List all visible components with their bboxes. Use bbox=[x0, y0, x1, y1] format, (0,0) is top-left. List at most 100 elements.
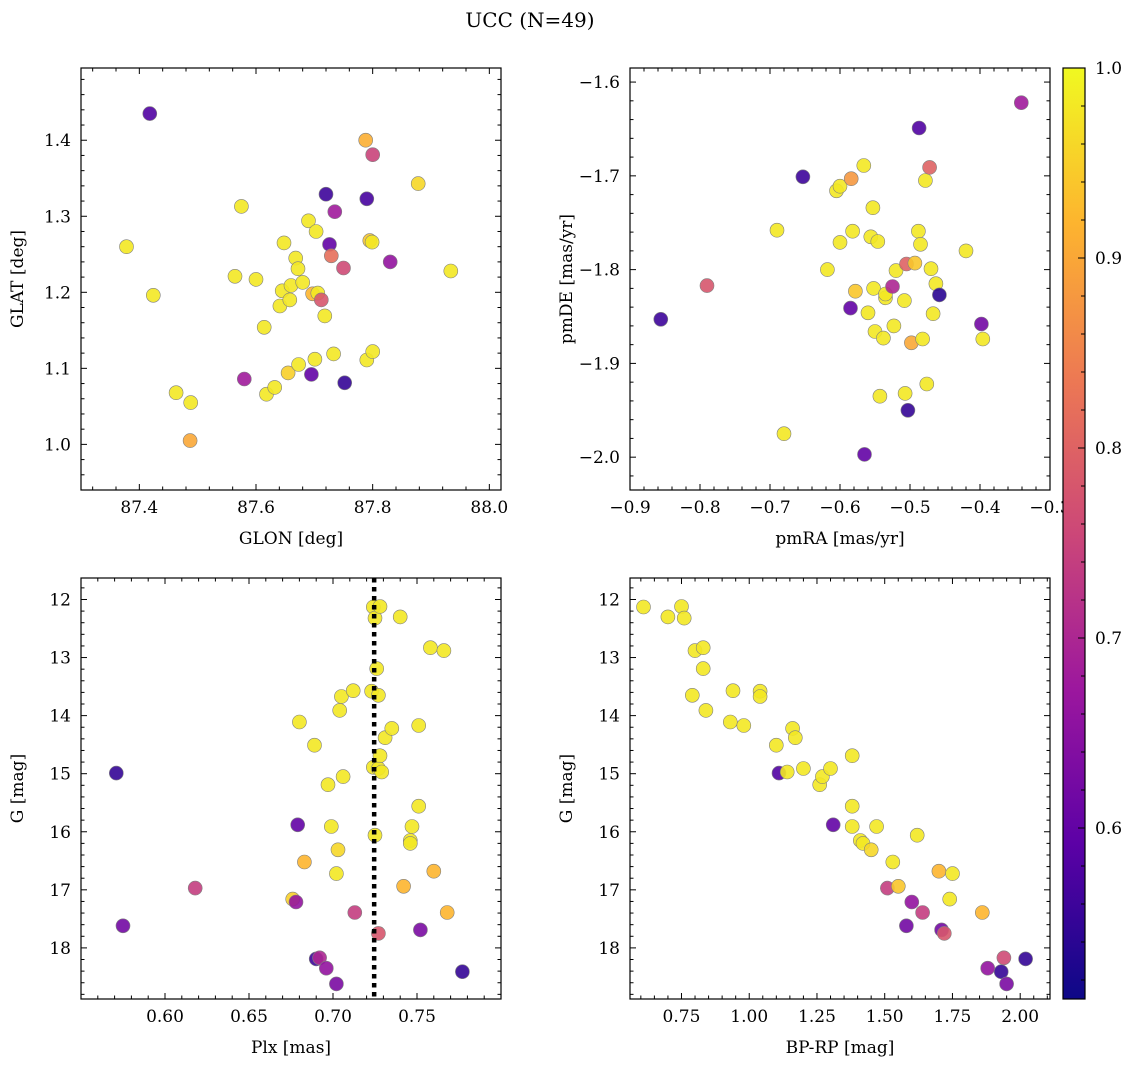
data-point bbox=[660, 609, 676, 625]
y-tick-label: 14 bbox=[49, 707, 71, 727]
data-point bbox=[857, 447, 872, 462]
data-point bbox=[413, 922, 428, 938]
data-point bbox=[844, 748, 860, 764]
data-point bbox=[168, 385, 184, 401]
y-tick-label: 13 bbox=[598, 649, 620, 669]
data-point bbox=[869, 819, 884, 834]
x-tick-label: 1.25 bbox=[798, 1007, 836, 1027]
data-point bbox=[870, 234, 886, 249]
x-tick-label: 1.75 bbox=[934, 1007, 972, 1027]
x-tick-label: 88.0 bbox=[470, 498, 508, 518]
data-point bbox=[372, 748, 388, 764]
data-point bbox=[426, 863, 442, 879]
y-tick-label: 17 bbox=[49, 881, 71, 901]
data-point bbox=[396, 878, 411, 894]
data-point bbox=[187, 880, 203, 896]
data-point bbox=[980, 960, 996, 976]
data-point bbox=[307, 737, 322, 753]
y-tick-label: 18 bbox=[598, 939, 620, 959]
data-point bbox=[327, 204, 343, 219]
data-point bbox=[843, 300, 858, 316]
data-point bbox=[364, 234, 380, 250]
data-point bbox=[974, 905, 990, 920]
y-tick-label: 17 bbox=[598, 881, 620, 901]
y-tick-label: 1.3 bbox=[44, 207, 71, 227]
data-point bbox=[109, 765, 124, 781]
data-point bbox=[318, 186, 334, 202]
data-point bbox=[856, 158, 872, 173]
y-tick-label: −1.8 bbox=[579, 261, 620, 281]
scatter-panel-2: −0.9 −0.8 −0.7 −0.6 −0.5 −0.4 −0.3 −2.0 −1.9 −1.8… bbox=[557, 67, 1071, 549]
scatter-panel-4: 0.75 1.00 1.25 1.50 1.75 2.00 12 13 14 15 16 17 18 BP… bbox=[557, 577, 1051, 1058]
data-point bbox=[975, 331, 991, 347]
y-tick-label: 16 bbox=[49, 823, 71, 843]
data-point bbox=[291, 357, 306, 372]
data-point bbox=[974, 316, 989, 332]
data-point bbox=[119, 239, 134, 254]
data-point bbox=[845, 223, 860, 239]
data-point bbox=[653, 311, 669, 327]
data-point bbox=[267, 380, 283, 395]
data-point bbox=[256, 319, 272, 335]
data-point bbox=[365, 344, 381, 359]
data-point bbox=[276, 235, 292, 251]
data-point bbox=[942, 891, 958, 907]
data-point bbox=[237, 371, 252, 387]
data-point bbox=[330, 842, 346, 858]
x-tick-label: 1.00 bbox=[730, 1007, 768, 1027]
data-point bbox=[337, 375, 353, 391]
data-point bbox=[945, 866, 960, 881]
x-tick-label: −0.7 bbox=[749, 498, 790, 518]
x-tick-label: −0.3 bbox=[1029, 498, 1070, 518]
data-point bbox=[404, 819, 420, 834]
data-point bbox=[909, 827, 925, 843]
y-tick-label: −2.0 bbox=[579, 448, 620, 468]
y-tick-label: 15 bbox=[49, 765, 71, 785]
data-point bbox=[359, 191, 375, 207]
data-point bbox=[320, 777, 336, 793]
x-tick-label: −0.6 bbox=[819, 498, 860, 518]
data-point bbox=[307, 351, 323, 367]
data-point bbox=[308, 224, 324, 239]
data-point bbox=[932, 287, 947, 303]
figure-title: UCC (N=49) bbox=[465, 8, 594, 32]
x-tick-label: −0.5 bbox=[889, 498, 930, 518]
data-point bbox=[323, 819, 339, 834]
data-point bbox=[317, 308, 333, 324]
data-point bbox=[888, 263, 904, 278]
x-tick-label: 0.75 bbox=[398, 1007, 436, 1027]
data-point bbox=[848, 283, 863, 299]
data-point bbox=[918, 173, 933, 188]
data-point bbox=[825, 817, 841, 833]
y-tick-label: 1.4 bbox=[44, 131, 71, 151]
data-point bbox=[182, 433, 198, 448]
x-tick-label: 0.60 bbox=[146, 1007, 184, 1027]
data-point bbox=[695, 640, 711, 656]
y-tick-label: 1.2 bbox=[44, 283, 71, 303]
data-point bbox=[768, 737, 784, 753]
data-point bbox=[183, 395, 198, 410]
data-point bbox=[899, 918, 914, 934]
colorbar-tick-label: 0.7 bbox=[1095, 629, 1122, 649]
data-point bbox=[1013, 95, 1029, 110]
data-point bbox=[900, 402, 916, 418]
y-axis-label: G [mag] bbox=[557, 754, 577, 823]
data-point bbox=[897, 293, 912, 308]
tick-marks bbox=[630, 578, 1050, 999]
data-point bbox=[885, 279, 900, 294]
data-points bbox=[653, 95, 1029, 462]
data-point bbox=[923, 261, 939, 277]
data-point bbox=[844, 798, 860, 814]
data-point bbox=[993, 964, 1009, 980]
data-point bbox=[823, 761, 838, 776]
data-point bbox=[752, 689, 768, 704]
data-point bbox=[904, 894, 920, 910]
data-point bbox=[382, 254, 398, 270]
x-tick-label: −0.9 bbox=[609, 498, 650, 518]
data-point bbox=[787, 730, 803, 746]
axes-frame bbox=[629, 577, 1051, 1000]
scatter-panel-3: 0.60 0.65 0.70 0.75 12 13 14 15 16 17 18 Plx [mas] G… bbox=[8, 577, 502, 1058]
data-point bbox=[295, 275, 311, 290]
y-tick-label: 16 bbox=[598, 823, 620, 843]
